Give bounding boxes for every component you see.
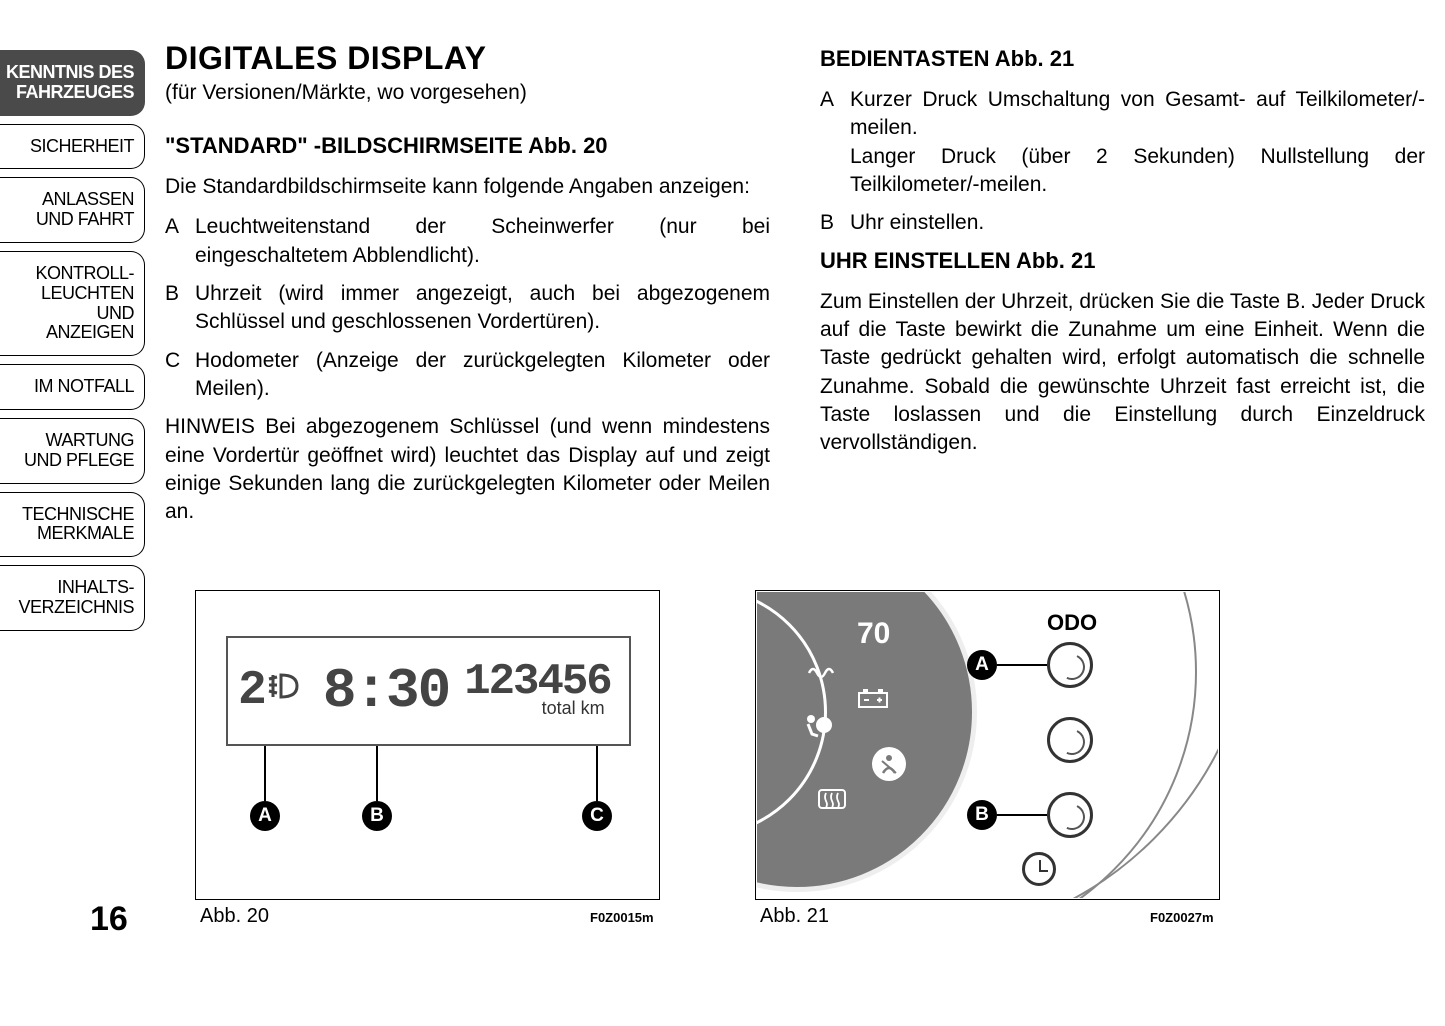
headlight-icon (265, 671, 305, 711)
figure-20-caption: Abb. 20 (200, 905, 269, 928)
battery-icon (857, 687, 889, 716)
sidebar-nav: KENNTNIS DES FAHRZEUGES SICHERHEIT ANLAS… (0, 50, 145, 639)
figure-20-code: F0Z0015m (590, 910, 654, 925)
callout-line (264, 746, 266, 801)
list-letter: B (820, 209, 850, 237)
glow-plug-icon (807, 662, 837, 691)
list-text: Kurzer Druck Umschaltung von Gesamt- auf… (850, 86, 1425, 199)
note-text: HINWEIS Bei abgezogenem Schlüssel (und w… (165, 413, 770, 526)
list-item: B Uhr einstellen. (820, 209, 1425, 237)
list-letter: B (165, 280, 195, 337)
headlight-level-value: 2 (238, 664, 263, 718)
list-item: A Leuchtweitenstand der Scheinwerfer (nu… (165, 213, 770, 270)
seatbelt-icon (872, 747, 906, 781)
callout-a: A (967, 650, 997, 680)
callout-b: B (362, 801, 392, 831)
callout-a: A (250, 801, 280, 831)
dash-button-middle[interactable] (1047, 717, 1093, 763)
callout-c: C (582, 801, 612, 831)
odo-label: ODO (1047, 610, 1097, 636)
left-column: DIGITALES DISPLAY (für Versionen/Märkte,… (165, 40, 770, 539)
tab-anlassen[interactable]: ANLASSEN UND FAHRT (0, 177, 145, 243)
clock-icon (1022, 852, 1056, 886)
list-letter: C (165, 347, 195, 404)
page-title: DIGITALES DISPLAY (165, 40, 770, 77)
right-column: BEDIENTASTEN Abb. 21 A Kurzer Druck Umsc… (820, 40, 1425, 539)
dashboard-bg: 70 ODO A B (757, 592, 1218, 898)
uhr-paragraph: Zum Einstellen der Uhrzeit, drücken Sie … (820, 288, 1425, 458)
list-letter: A (165, 213, 195, 270)
callout-b: B (967, 800, 997, 830)
section-heading-uhr: UHR EINSTELLEN Abb. 21 (820, 248, 1425, 274)
page-number: 16 (90, 900, 128, 939)
intro-text: Die Standardbildschirmseite kann folgend… (165, 173, 770, 201)
figure-21: 70 ODO A B (755, 590, 1220, 900)
list-item: A Kurzer Druck Umschaltung von Gesamt- a… (820, 86, 1425, 199)
tab-technische[interactable]: TECHNISCHE MERKMALE (0, 492, 145, 558)
tab-sicherheit[interactable]: SICHERHEIT (0, 124, 145, 170)
tab-kenntnis[interactable]: KENNTNIS DES FAHRZEUGES (0, 50, 145, 116)
list-text: Uhr einstellen. (850, 209, 984, 237)
callout-line (596, 746, 598, 801)
tab-kontrollleuchten[interactable]: KONTROLL- LEUCHTEN UND ANZEIGEN (0, 251, 145, 356)
odometer-value: 123456 (464, 663, 610, 703)
tab-notfall[interactable]: IM NOTFALL (0, 364, 145, 410)
rear-defrost-icon (817, 787, 847, 818)
gauge-value: 70 (857, 617, 890, 651)
main-content: DIGITALES DISPLAY (für Versionen/Märkte,… (165, 40, 1425, 539)
list-item: C Hodometer (Anzeige der zurückgelegten … (165, 347, 770, 404)
list-text: Leuchtweitenstand der Scheinwerfer (nur … (195, 213, 770, 270)
odo-button-a[interactable] (1047, 642, 1093, 688)
section-heading-bedientasten: BEDIENTASTEN Abb. 21 (820, 46, 1425, 72)
tab-inhalt[interactable]: INHALTS- VERZEICHNIS (0, 565, 145, 631)
clock-value: 8:30 (323, 659, 449, 723)
figure-21-code: F0Z0027m (1150, 910, 1214, 925)
callout-line (997, 664, 1047, 666)
figure-20: 2 8:30 123456 total km A B C (195, 590, 660, 900)
figure-21-caption: Abb. 21 (760, 905, 829, 928)
callout-line (376, 746, 378, 801)
clock-button-b[interactable] (1047, 792, 1093, 838)
tab-wartung[interactable]: WARTUNG UND PFLEGE (0, 418, 145, 484)
airbag-icon (802, 712, 836, 749)
list-text: Hodometer (Anzeige der zurückgelegten Ki… (195, 347, 770, 404)
list-letter: A (820, 86, 850, 199)
lcd-display: 2 8:30 123456 total km (226, 636, 631, 746)
list-text: Uhrzeit (wird immer angezeigt, auch bei … (195, 280, 770, 337)
list-item: B Uhrzeit (wird immer angezeigt, auch be… (165, 280, 770, 337)
callout-line (997, 814, 1047, 816)
subtitle: (für Versionen/Märkte, wo vorgesehen) (165, 81, 770, 105)
section-heading-standard: "STANDARD" -BILDSCHIRMSEITE Abb. 20 (165, 133, 770, 159)
